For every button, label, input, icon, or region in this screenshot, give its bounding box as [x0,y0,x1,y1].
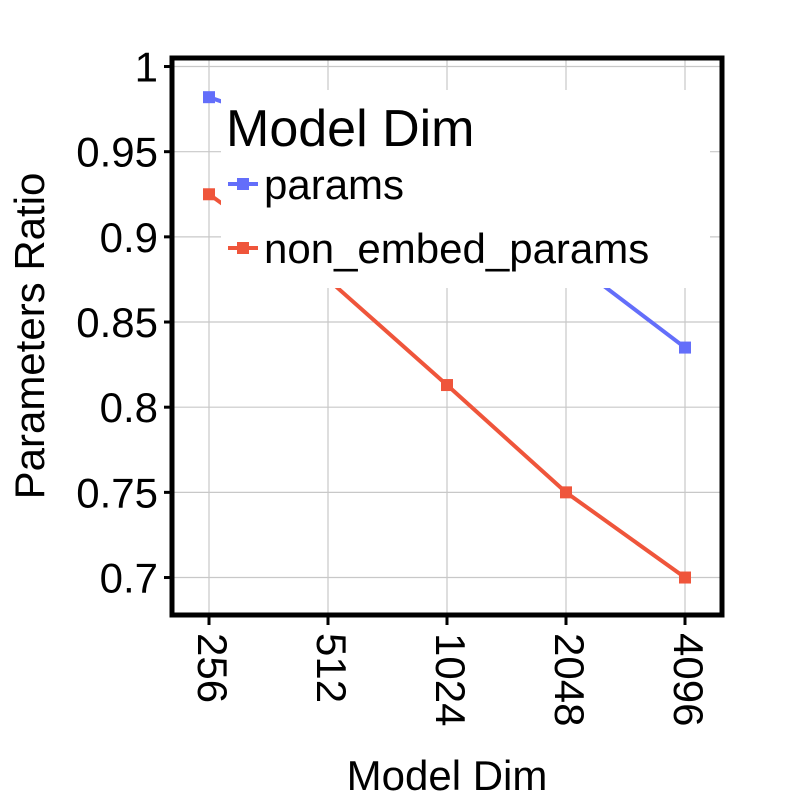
x-tick-label: 2048 [546,633,593,726]
data-point-non_embed_params [560,486,572,499]
y-axis-title: Parameters Ratio [6,173,53,500]
x-tick-label: 512 [308,633,355,703]
data-point-non_embed_params [679,571,691,584]
y-tick-label: 0.7 [100,555,158,602]
legend-background [221,90,710,288]
x-tick-label: 256 [189,633,236,703]
legend: Model Dim params non_embed_params [221,90,710,288]
data-point-params [203,91,215,104]
x-tick-label: 1024 [427,633,474,726]
data-point-non_embed_params [203,188,215,201]
legend-label: params [264,161,404,208]
y-tick-label: 0.95 [76,129,158,176]
x-axis-title: Model Dim [347,752,548,799]
legend-swatch-marker [237,242,249,254]
y-axis: 0.7 0.75 0.8 0.85 0.9 0.95 1 [76,44,172,602]
y-tick-label: 0.75 [76,469,158,516]
x-tick-label: 4096 [665,633,712,726]
x-axis: 256 512 1024 2048 4096 [189,615,712,726]
data-point-params [679,341,691,354]
y-tick-label: 1 [135,44,158,91]
y-tick-label: 0.9 [100,214,158,261]
legend-title: Model Dim [226,100,475,158]
legend-swatch-marker [237,178,249,190]
y-tick-label: 0.85 [76,299,158,346]
legend-label: non_embed_params [264,225,649,272]
data-point-non_embed_params [441,379,453,392]
legend-items: params non_embed_params [228,161,649,272]
y-tick-label: 0.8 [100,384,158,431]
